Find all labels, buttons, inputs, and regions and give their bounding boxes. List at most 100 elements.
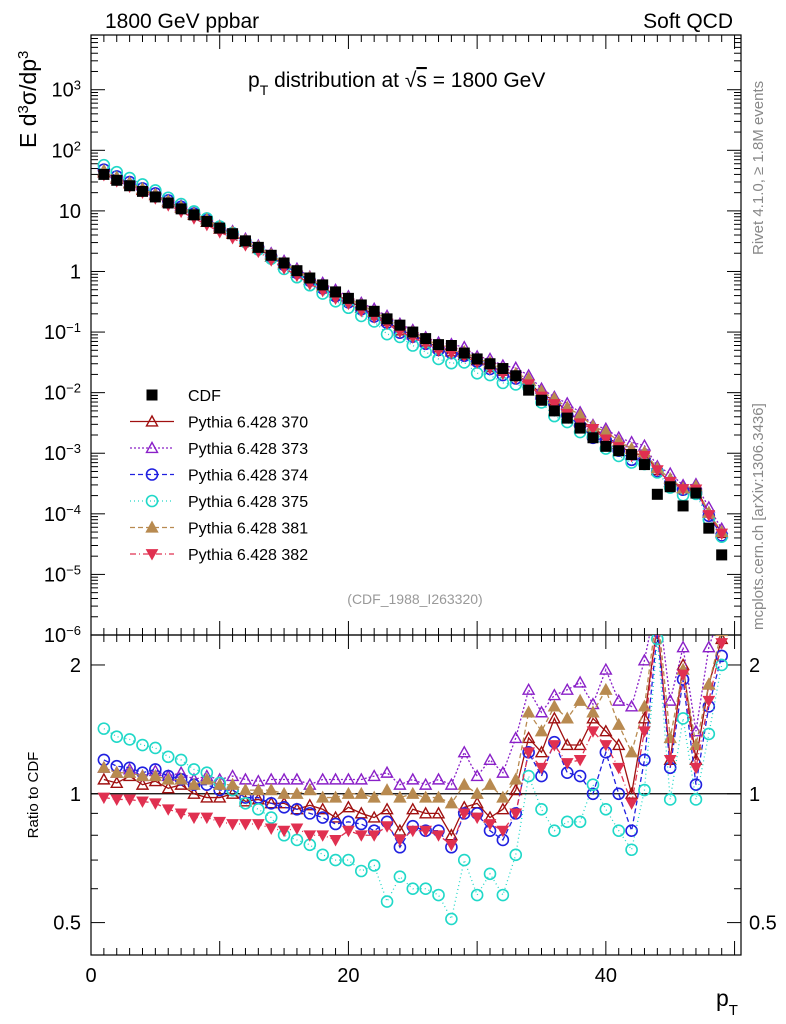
ratio-point [689, 762, 703, 775]
legend-marker [146, 389, 158, 401]
series-pythia-6-428-374-ratio [97, 635, 728, 854]
data-point [227, 228, 239, 240]
ratio-point [444, 777, 459, 790]
y-title-main: E d [15, 113, 41, 148]
ratio-point [303, 807, 317, 820]
ratio-point [560, 711, 574, 724]
data-point [317, 279, 329, 291]
ratio-point [277, 825, 291, 838]
mc-point [548, 399, 561, 411]
ratio-point [110, 776, 124, 789]
data-point [548, 405, 560, 417]
data-point [175, 203, 187, 215]
ratio-point [342, 853, 355, 867]
legend-item: Pythia 6.428 381 [130, 521, 308, 538]
data-point [381, 313, 393, 325]
data-point [278, 257, 290, 269]
data-point [458, 347, 470, 359]
legend-item: Pythia 6.428 370 [130, 415, 308, 432]
title-sub: T [260, 82, 269, 98]
ratio-point [573, 675, 587, 688]
data-point [136, 185, 148, 197]
ratio-point [406, 825, 420, 838]
data-point [149, 191, 161, 203]
mc-point [599, 434, 613, 446]
data-point [162, 197, 174, 209]
ratio-point [716, 604, 727, 614]
ratio-point [637, 653, 652, 666]
series-cdf [98, 168, 728, 561]
ratio-point [573, 815, 587, 829]
data-point [342, 292, 354, 304]
ratio-point [419, 882, 432, 896]
ratio-point [419, 825, 433, 838]
ratio-point [715, 638, 729, 650]
legend-marker [145, 494, 159, 508]
ratio-point [496, 888, 510, 902]
ratio-point [431, 790, 446, 803]
mc-point [470, 366, 484, 380]
ratio-point [264, 811, 278, 824]
mc-point [650, 465, 664, 477]
ratio-point [483, 819, 497, 831]
ratio-point [136, 796, 149, 808]
y-tick-label: 10−2 [44, 380, 81, 405]
mc-point [702, 510, 716, 522]
data-point [214, 222, 226, 234]
data-point [330, 286, 342, 298]
rivet-label: Rivet 4.1.0, ≥ 1.8M events [750, 81, 767, 255]
ratio-point [354, 830, 368, 842]
ratio-point [470, 812, 484, 825]
title-s: s [416, 69, 427, 92]
main-series [97, 158, 729, 561]
data-point [716, 549, 728, 561]
y-title-sup1: 3 [15, 105, 32, 113]
legend-label: Pythia 6.428 382 [188, 547, 308, 564]
ratio-point [702, 727, 716, 741]
ratio-point [290, 772, 304, 785]
ratio-point [122, 765, 137, 778]
series-pythia-6-428-381-ratio [97, 604, 729, 809]
legend-item: CDF [146, 388, 221, 405]
ratio-point [431, 772, 446, 785]
ratio-point [521, 731, 536, 744]
ratio-point [638, 783, 651, 797]
y-tick-exp: −6 [66, 623, 81, 638]
ratio-point [316, 848, 329, 862]
ratio-point [535, 802, 548, 816]
ratio-point [521, 682, 536, 695]
y-tick-label: 102 [52, 138, 81, 163]
ratio-point [652, 604, 663, 614]
ratio-point [548, 740, 561, 752]
data-point [239, 235, 251, 247]
data-point [510, 370, 522, 382]
ratio-point [496, 802, 510, 815]
y-tick-base: 10 [52, 140, 74, 162]
ratio-point [548, 824, 561, 837]
data-point [664, 481, 676, 493]
ratio-point [599, 724, 613, 737]
ratio-point [457, 808, 471, 820]
ratio-point [315, 772, 330, 785]
y-tick-base: 10 [44, 504, 66, 526]
ratio-point [136, 738, 149, 752]
ratio-point [418, 806, 433, 819]
ratio-point [535, 762, 548, 775]
ratio-point [97, 722, 111, 735]
ratio-point [483, 777, 497, 790]
ratio-point [522, 769, 535, 783]
ratio-point [187, 777, 201, 790]
header-left: 1800 GeV ppbar [105, 10, 259, 33]
ratio-point [225, 777, 240, 790]
ratio-tick-label-left: 0.5 [53, 913, 81, 935]
ratio-point [522, 747, 535, 759]
y-axis-title: E d3σ/dp3 [15, 51, 42, 148]
ratio-point [573, 738, 587, 751]
ratio-point [123, 733, 136, 746]
ratio-point [652, 619, 663, 629]
data-point [535, 394, 547, 406]
ratio-point [715, 635, 729, 637]
ratio-point [599, 682, 613, 695]
ratio-point [149, 741, 162, 755]
